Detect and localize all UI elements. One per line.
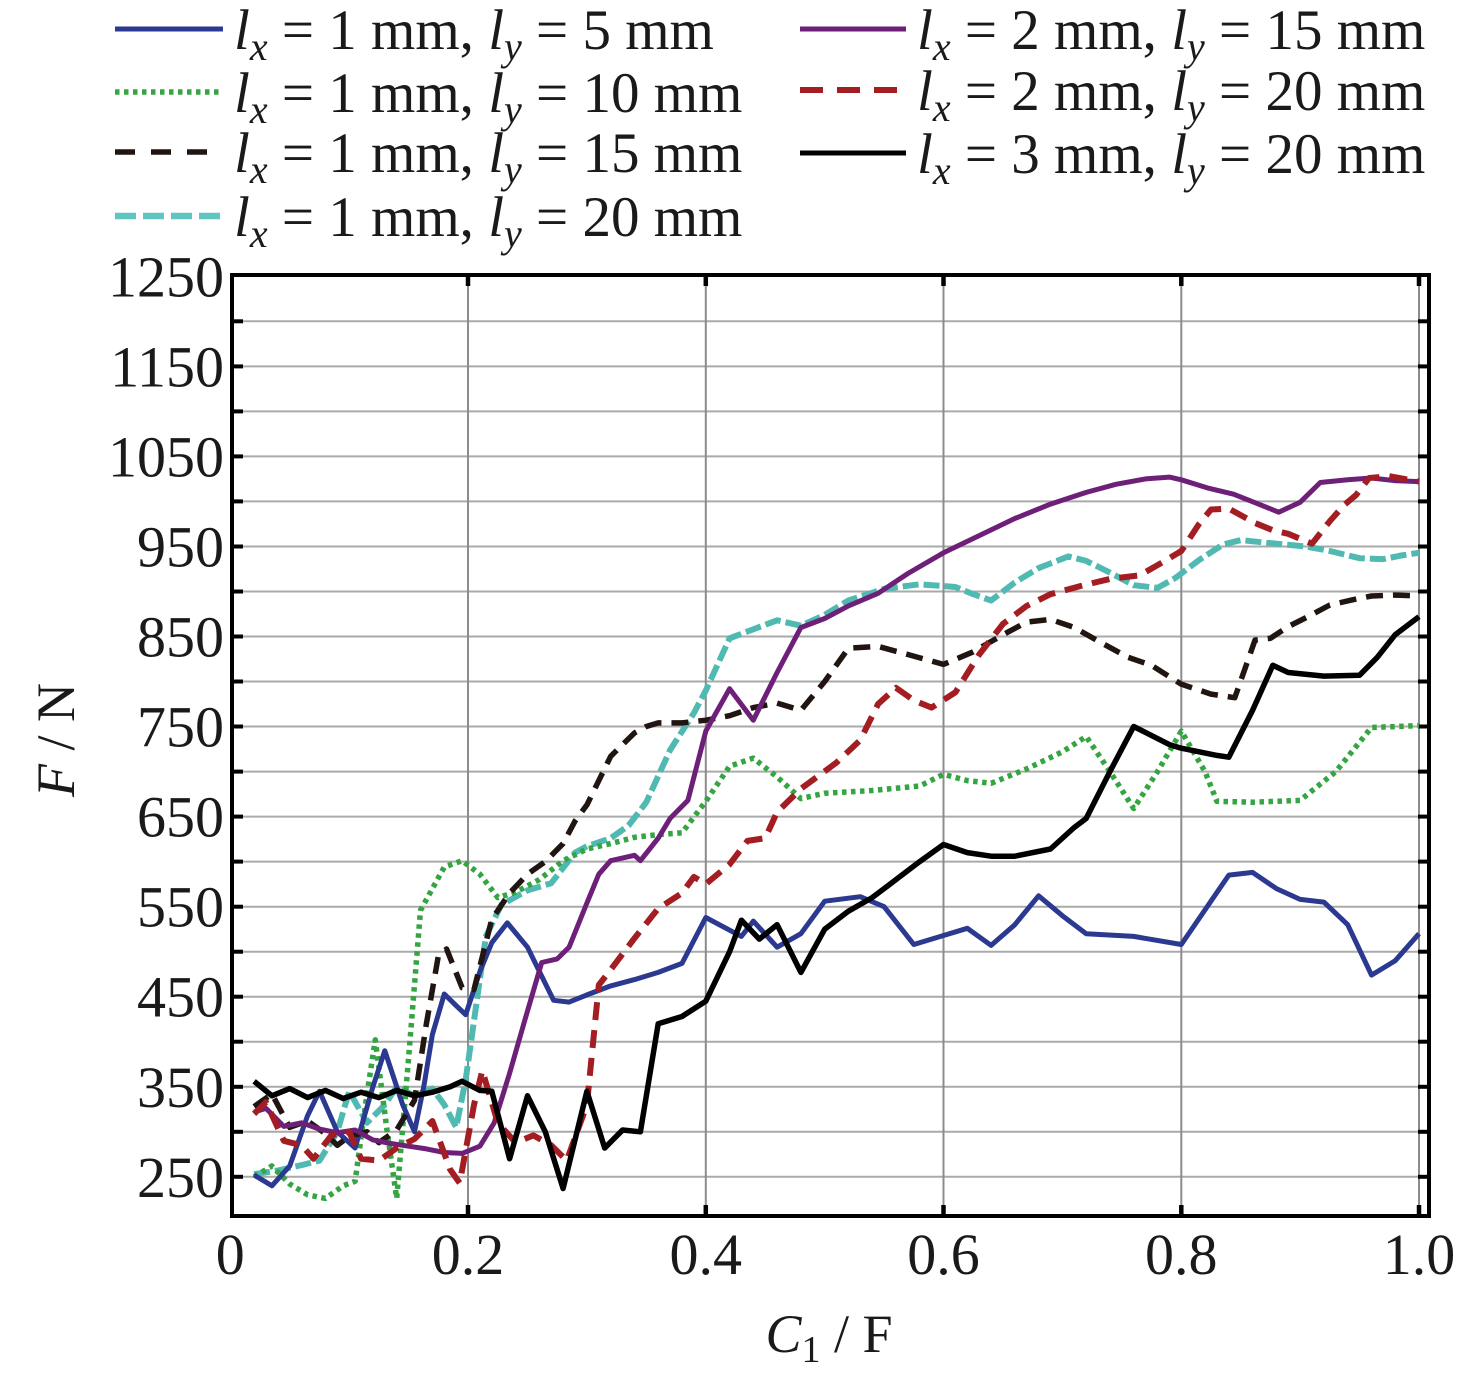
svg-text:850: 850 [137, 605, 224, 670]
svg-text:250: 250 [137, 1145, 224, 1210]
svg-text:750: 750 [137, 695, 224, 760]
svg-text:0.4: 0.4 [670, 1222, 743, 1287]
svg-text:lx = 1 mm, ly = 20 mm: lx = 1 mm, ly = 20 mm [234, 186, 742, 256]
svg-text:0.2: 0.2 [432, 1222, 505, 1287]
svg-text:lx = 2 mm, ly = 20 mm: lx = 2 mm, ly = 20 mm [917, 60, 1425, 130]
svg-text:lx = 1 mm, ly = 15 mm: lx = 1 mm, ly = 15 mm [234, 122, 742, 192]
svg-text:1250: 1250 [108, 244, 224, 309]
svg-text:0: 0 [216, 1222, 245, 1287]
svg-text:950: 950 [137, 515, 224, 580]
svg-text:1150: 1150 [110, 334, 224, 399]
svg-text:F / N: F / N [26, 683, 86, 798]
svg-text:lx = 2 mm, ly = 15 mm: lx = 2 mm, ly = 15 mm [917, 0, 1425, 69]
svg-text:C1 / F: C1 / F [765, 1304, 892, 1371]
svg-text:650: 650 [137, 785, 224, 850]
svg-text:lx = 3 mm, ly = 20 mm: lx = 3 mm, ly = 20 mm [917, 123, 1425, 193]
svg-text:0.6: 0.6 [907, 1222, 980, 1287]
svg-text:550: 550 [137, 875, 224, 940]
svg-text:1050: 1050 [108, 424, 224, 489]
svg-text:450: 450 [137, 965, 224, 1030]
svg-text:350: 350 [137, 1055, 224, 1120]
svg-text:0.8: 0.8 [1145, 1222, 1218, 1287]
svg-text:1.0: 1.0 [1383, 1222, 1456, 1287]
svg-text:lx = 1 mm, ly = 10 mm: lx = 1 mm, ly = 10 mm [234, 62, 742, 132]
svg-text:lx = 1 mm, ly = 5 mm: lx = 1 mm, ly = 5 mm [234, 0, 714, 69]
